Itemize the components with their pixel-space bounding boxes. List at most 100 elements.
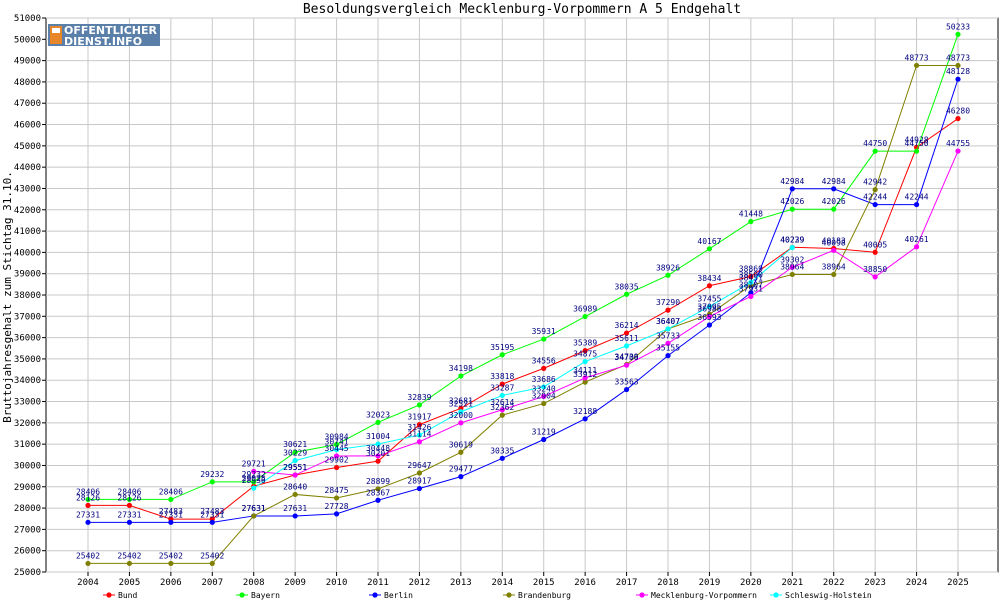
y-tick-label: 25000	[14, 568, 41, 578]
data-point	[748, 279, 754, 286]
data-label: 28640	[283, 482, 307, 491]
data-label: 38964	[822, 262, 846, 271]
data-point	[375, 441, 381, 447]
data-label: 32904	[532, 392, 556, 401]
y-tick-label: 36000	[14, 334, 41, 344]
x-tick-label: 2021	[781, 578, 803, 588]
legend-item: Schleswig-Holstein	[770, 591, 872, 600]
grid	[46, 17, 998, 573]
data-point	[872, 274, 878, 280]
data-point	[375, 486, 381, 492]
data-label: 37095	[697, 302, 721, 311]
data-label: 44928	[905, 135, 929, 144]
data-label: 32188	[573, 407, 597, 416]
data-label: 31114	[407, 430, 431, 439]
data-point	[126, 502, 133, 508]
data-point	[168, 496, 174, 503]
data-label: 40098	[822, 238, 846, 247]
data-label: 36407	[656, 317, 680, 326]
y-tick-label: 32000	[14, 419, 41, 429]
data-point	[541, 436, 547, 443]
y-tick-label: 33000	[14, 398, 41, 408]
data-label: 28406	[76, 487, 100, 496]
y-tick-label: 27000	[14, 525, 41, 535]
data-point	[623, 291, 630, 297]
data-label: 37931	[739, 284, 763, 293]
data-label: 38964	[780, 262, 804, 271]
data-point	[85, 502, 91, 508]
data-label: 29232	[242, 470, 266, 479]
data-label: 33912	[573, 370, 597, 379]
data-point	[126, 519, 133, 525]
data-label: 25402	[200, 551, 224, 560]
x-tick-label: 2011	[367, 578, 389, 588]
data-label: 29721	[242, 459, 266, 468]
data-label: 42244	[863, 193, 887, 202]
data-point	[458, 474, 464, 480]
x-tick-label: 2006	[160, 578, 182, 588]
data-label: 32521	[449, 400, 473, 409]
data-label: 25402	[76, 551, 100, 560]
data-point	[665, 326, 671, 332]
data-label: 35155	[656, 344, 680, 353]
data-point	[955, 62, 961, 69]
x-tick-label: 2015	[533, 578, 555, 588]
data-point	[706, 322, 713, 328]
y-tick-label: 26000	[14, 547, 41, 557]
data-point	[333, 464, 340, 471]
data-point	[416, 422, 423, 428]
y-tick-label: 40000	[14, 248, 41, 258]
y-tick-label: 38000	[14, 291, 41, 301]
data-point	[209, 519, 215, 525]
y-tick-label: 45000	[14, 142, 41, 152]
data-point	[458, 409, 464, 415]
y-tick-label: 30000	[14, 461, 41, 471]
data-label: 38434	[697, 274, 721, 283]
data-label: 34706	[615, 353, 639, 362]
data-point	[789, 271, 795, 278]
data-point	[955, 115, 961, 122]
data-label: 34739	[615, 352, 639, 361]
data-label: 40261	[905, 235, 929, 244]
legend-item: Brandenburg	[503, 591, 571, 600]
y-axis-label: Bruttojahresgehalt zum Stichtag 31.10.	[1, 171, 14, 423]
data-label: 31004	[366, 432, 390, 441]
data-point	[955, 148, 961, 154]
data-label: 30621	[283, 440, 307, 449]
data-label: 40183	[822, 236, 846, 245]
data-label: 27331	[117, 510, 141, 519]
data-label: 27631	[283, 504, 307, 513]
data-point	[458, 420, 464, 426]
data-label: 36593	[697, 313, 721, 322]
data-label: 32614	[490, 398, 514, 407]
y-tick-label: 44000	[14, 163, 41, 173]
data-label: 29477	[449, 465, 473, 474]
data-point	[333, 447, 340, 453]
series-layer	[85, 31, 961, 567]
legend-item: Berlin	[369, 591, 413, 600]
data-label: 36407	[656, 317, 680, 326]
series-brandenburg	[85, 62, 961, 567]
series-mecklenburg-vorpommern	[251, 148, 961, 478]
legend-swatch-marker	[773, 592, 779, 598]
y-tick-label: 42000	[14, 206, 41, 216]
series-line	[253, 150, 959, 476]
data-point	[375, 419, 381, 425]
legend-swatch-marker	[372, 592, 378, 598]
data-label: 35195	[490, 343, 514, 352]
data-point	[789, 264, 795, 270]
data-point	[955, 76, 961, 82]
x-tick-label: 2017	[616, 578, 638, 588]
y-tick-label: 35000	[14, 355, 41, 365]
data-label: 40229	[780, 236, 804, 245]
legend-item: Bayern	[236, 591, 280, 600]
data-label: 38035	[615, 282, 639, 291]
data-label: 28936	[242, 476, 266, 485]
series-schleswig-holstein	[251, 244, 795, 491]
data-point	[375, 458, 381, 464]
y-tick-label: 28000	[14, 504, 41, 514]
data-label: 30229	[283, 449, 307, 458]
data-label: 27483	[200, 507, 224, 516]
legend-swatch-marker	[106, 592, 112, 598]
